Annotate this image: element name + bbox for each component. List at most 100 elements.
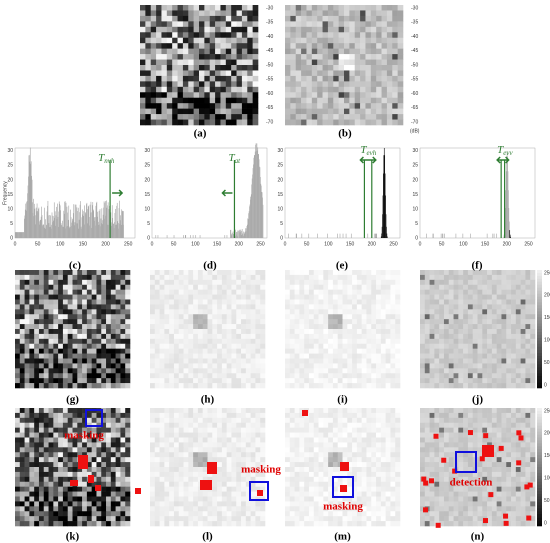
pixel <box>376 86 382 93</box>
pixel <box>29 314 35 320</box>
pixel <box>241 501 247 507</box>
pixel <box>217 506 223 512</box>
pixel <box>260 471 266 478</box>
pixel <box>458 348 464 354</box>
pixel <box>19 368 25 374</box>
pixel <box>250 462 256 468</box>
pixel <box>289 319 295 325</box>
pixel <box>43 442 49 448</box>
pixel <box>202 314 208 320</box>
pixel <box>304 270 310 276</box>
hist-bar <box>257 147 259 238</box>
pixel <box>482 304 488 310</box>
pixel <box>101 486 107 492</box>
pixel <box>77 348 83 354</box>
pixel <box>67 270 73 276</box>
pixel <box>154 378 160 384</box>
pixel <box>202 521 208 527</box>
pixel <box>397 108 404 115</box>
pixel <box>496 378 502 384</box>
pixel <box>506 314 512 320</box>
pixel <box>115 422 121 428</box>
pixel <box>48 467 54 473</box>
pixel <box>72 299 78 305</box>
pixel <box>231 32 237 39</box>
pixel <box>236 103 243 109</box>
image <box>15 270 131 389</box>
pixel <box>77 481 83 487</box>
pixel <box>115 373 121 379</box>
colorbar-tick: -50 <box>266 62 273 68</box>
pixel <box>424 289 430 295</box>
pixel <box>67 442 73 448</box>
pixel <box>188 442 194 448</box>
pixel <box>193 363 199 369</box>
pixel <box>217 294 223 300</box>
pixel <box>487 343 493 349</box>
pixel <box>221 294 227 300</box>
pixel <box>439 373 445 379</box>
pixel <box>424 333 430 340</box>
hist-bar <box>23 232 25 238</box>
pixel <box>204 97 211 104</box>
pixel <box>236 408 242 414</box>
pixel <box>34 378 40 384</box>
pixel <box>327 70 334 77</box>
hist-bar <box>104 202 106 238</box>
pixel <box>48 343 54 349</box>
pixel <box>82 506 88 512</box>
pixel <box>515 383 521 389</box>
pixel <box>356 333 362 340</box>
pixel <box>255 383 261 389</box>
pixel <box>204 15 211 22</box>
pixel <box>390 368 396 374</box>
pixel <box>19 333 25 340</box>
pixel <box>285 114 291 120</box>
pixel <box>110 506 116 512</box>
pixel <box>525 284 531 290</box>
pixel <box>225 81 232 88</box>
hist-bar <box>26 201 28 238</box>
pixel <box>420 358 426 364</box>
pixel <box>501 294 507 300</box>
pixel <box>511 274 517 281</box>
pixel <box>250 467 256 473</box>
pixel <box>96 309 102 315</box>
hist-bar <box>93 209 94 238</box>
pixel <box>252 21 259 28</box>
pixel <box>217 496 223 502</box>
hist-bar <box>301 233 303 238</box>
pixel <box>197 368 204 374</box>
pixel <box>159 348 165 354</box>
pixel <box>385 343 391 349</box>
pixel <box>361 289 367 295</box>
pixel <box>173 481 180 487</box>
pixel <box>361 353 367 359</box>
pixel <box>386 86 393 93</box>
pixel <box>145 108 152 115</box>
pixel <box>29 304 35 310</box>
pixel <box>215 32 221 39</box>
pixel <box>299 284 305 290</box>
pixel <box>467 304 474 310</box>
pixel <box>347 289 353 295</box>
pixel <box>62 383 69 389</box>
pixel <box>221 284 227 290</box>
colorbar-tick: -60 <box>411 91 418 97</box>
pixel <box>349 86 356 93</box>
pixel <box>294 289 300 295</box>
pixel <box>429 294 435 300</box>
pixel <box>318 289 324 295</box>
pixel <box>120 289 126 295</box>
pixel <box>72 294 78 300</box>
pixel <box>53 496 59 502</box>
pixel <box>386 43 393 49</box>
pixel <box>327 92 334 99</box>
pixel <box>145 54 152 60</box>
hist-bar <box>114 222 115 238</box>
pixel <box>289 294 295 300</box>
pixel <box>352 319 358 325</box>
pixel <box>96 506 102 512</box>
pixel <box>376 26 382 33</box>
pixel <box>217 368 223 374</box>
